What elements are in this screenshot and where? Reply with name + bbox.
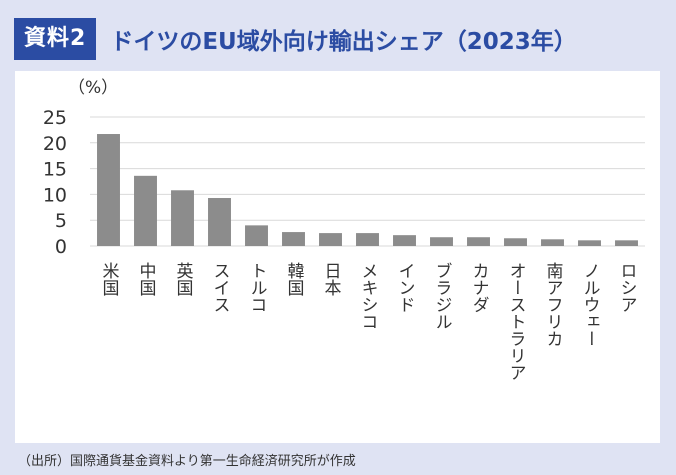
source-note: （出所）国際通貨基金資料より第一生命経済研究所が作成	[18, 454, 356, 469]
x-tick-label: トルコ	[247, 262, 267, 313]
bar	[208, 198, 231, 246]
y-tick-label: 25	[43, 107, 67, 129]
x-tick-label: 中国	[136, 262, 156, 296]
bar	[504, 238, 527, 246]
bar	[134, 175, 157, 246]
bar	[356, 233, 379, 246]
y-tick-label: 5	[55, 210, 67, 232]
chart-title: ドイツのEU域外向け輸出シェア（2023年）	[110, 29, 577, 55]
bar	[541, 239, 564, 246]
header: 資料2 ドイツのEU域外向け輸出シェア（2023年）	[14, 18, 577, 60]
figure-badge: 資料2	[14, 18, 97, 60]
bar	[282, 232, 305, 246]
y-tick-label: 10	[43, 184, 67, 206]
bar	[393, 235, 416, 246]
bar	[97, 134, 120, 246]
x-tick-label: ブラジル	[432, 262, 452, 330]
bar	[171, 190, 194, 246]
bar	[615, 240, 638, 246]
y-tick-label: 20	[43, 133, 67, 155]
x-tick-label: スイス	[210, 262, 230, 313]
x-tick-label: オーストラリア	[506, 262, 526, 381]
bar	[430, 237, 453, 246]
y-tick-label: 15	[43, 159, 67, 181]
x-tick-label: 南アフリカ	[543, 262, 563, 347]
x-tick-label: インド	[395, 262, 415, 313]
bar	[245, 225, 268, 246]
x-tick-label: 米国	[99, 262, 120, 296]
x-tick-label: メキシコ	[358, 262, 378, 330]
y-tick-label: 0	[55, 236, 67, 258]
x-tick-label: 英国	[173, 262, 194, 296]
chart-panel: （%） 0 5 10 15 20 25 米国 中国 英国 スイス トルコ 韓国 日本 メキシコ インド ブラジル…	[15, 71, 660, 443]
x-tick-label: 韓国	[284, 262, 305, 296]
x-tick-label: 日本	[321, 262, 342, 296]
y-axis-label: （%）	[68, 78, 118, 98]
bar-chart: （%） 0 5 10 15 20 25 米国 中国 英国 スイス トルコ 韓国 日本 メキシコ インド ブラジル…	[43, 78, 645, 381]
bar	[467, 237, 490, 246]
bar	[319, 233, 342, 246]
x-tick-label: ノルウェー	[580, 262, 600, 347]
bar	[578, 240, 601, 246]
x-tick-label: ロシア	[617, 262, 637, 313]
x-tick-label: カナダ	[469, 262, 489, 313]
